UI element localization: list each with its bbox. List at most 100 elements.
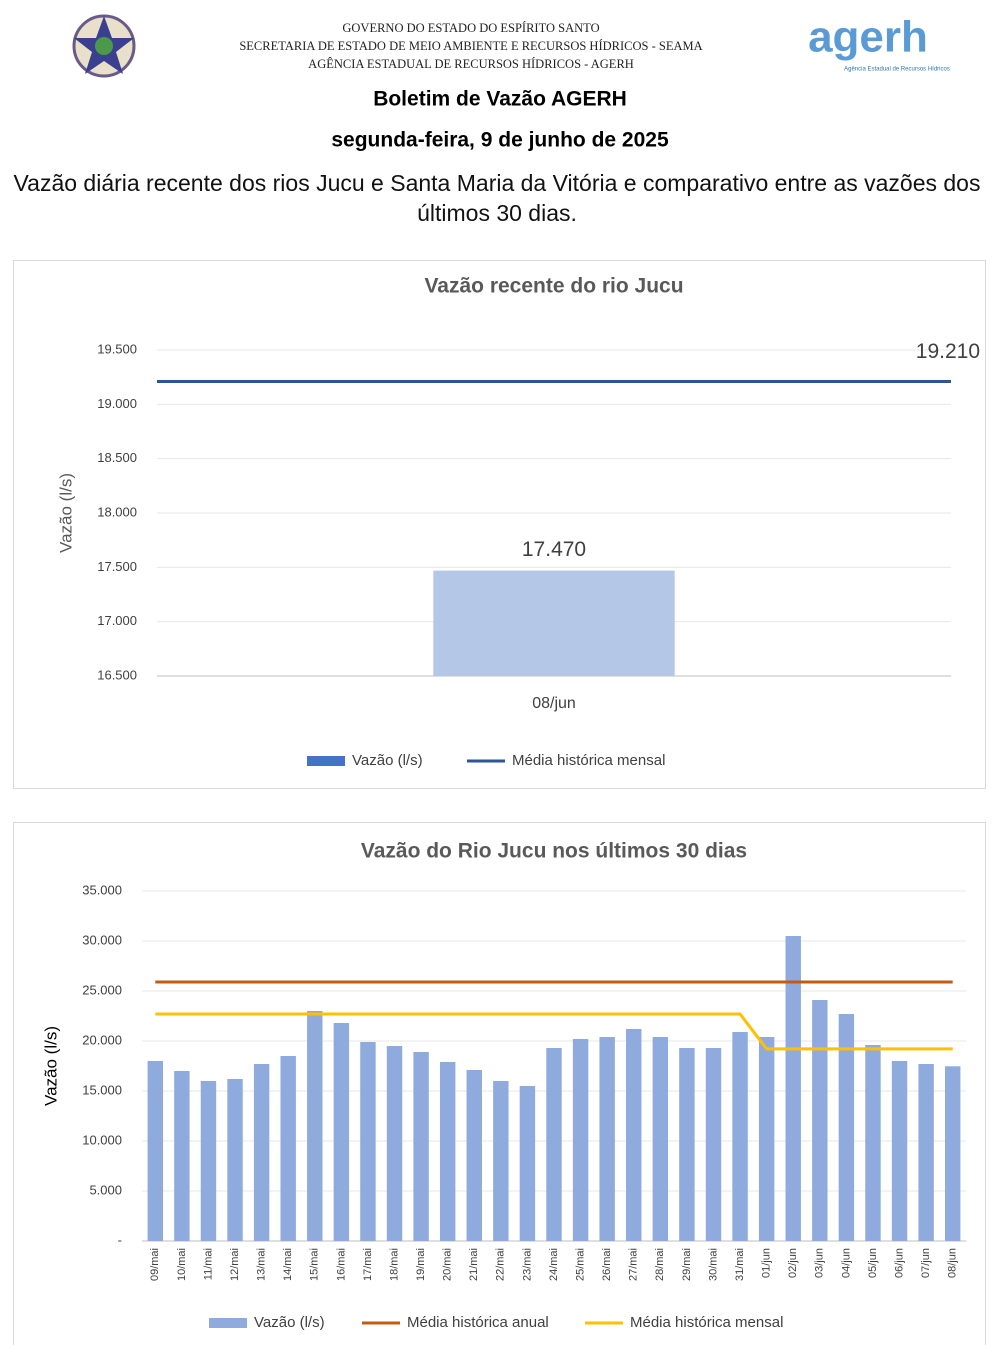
x-tick-label: 05/jun [867,1248,879,1278]
legend-label: Média histórica anual [407,1314,549,1331]
x-tick-label: 13/mai [256,1248,268,1281]
bar [360,1042,376,1241]
bar [838,1014,855,1241]
description: Vazão diária recente dos rios Jucu e San… [13,170,981,226]
bar [200,1081,217,1241]
line [155,1012,953,1051]
bar [386,1046,403,1241]
y-tick-label: 17.000 [97,613,137,628]
legend-label: Vazão (l/s) [352,752,423,769]
y-tick-label: 20.000 [82,1032,122,1047]
x-tick-label: 27/mai [628,1248,640,1281]
bar [785,936,801,1241]
y-tick-label: 15.000 [82,1082,122,1097]
bar [466,1070,482,1241]
x-tick-label: 21/mai [468,1248,480,1281]
x-tick-label: 12/mai [229,1248,241,1281]
x-tick-label: 31/mai [734,1248,746,1281]
x-tick-label: 04/jun [840,1248,852,1278]
y-tick-label: 19.000 [97,396,137,411]
y-tick-label: 5.000 [89,1182,122,1197]
gov-line: SECRETARIA DE ESTADO DE MEIO AMBIENTE E … [239,39,702,53]
x-tick-label: 18/mai [388,1248,400,1281]
legend-label: Média histórica mensal [630,1314,783,1331]
x-tick-label: 01/jun [761,1248,773,1278]
logo-text: agerh [808,13,928,62]
y-axis-title: Vazão (l/s) [41,1026,60,1106]
x-tick-label: 11/mai [202,1248,214,1280]
bar [280,1056,296,1241]
value-label: 17.470 [522,538,586,561]
chart-title: Vazão recente do rio Jucu [424,275,683,298]
x-tick-label: 09/mai [149,1248,161,1281]
x-tick-label: 14/mai [282,1248,294,1281]
y-tick-label: 16.500 [97,667,137,682]
bar [227,1079,243,1241]
x-tick-label: 07/jun [920,1248,932,1278]
bulletin-title: Boletim de Vazão AGERH [373,88,627,111]
bar [732,1032,748,1241]
bar [433,570,675,676]
x-tick-label: 02/jun [787,1248,799,1278]
logo-subtext: Agência Estadual de Recursos Hídricos [844,67,950,73]
x-tick-label: 03/jun [814,1248,826,1278]
state-emblem [72,14,136,78]
value-label: 19.210 [916,340,980,363]
bar [147,1061,163,1241]
y-axis-title: Vazão (l/s) [56,473,75,553]
bar [918,1064,934,1241]
y-tick-label: - [118,1232,122,1247]
x-tick-label: 15/mai [309,1248,321,1281]
x-tick-label: 16/mai [335,1248,347,1281]
x-tick-label: 26/mai [601,1248,613,1281]
legend-label: Vazão (l/s) [254,1314,325,1331]
legend-label: Média histórica mensal [512,752,665,769]
bulletin-date: segunda-feira, 9 de junho de 2025 [331,129,669,152]
x-tick-label: 17/mai [362,1248,374,1281]
y-tick-label: 18.000 [97,504,137,519]
bar [758,1037,775,1241]
bar [626,1029,642,1241]
legend-swatch [307,756,345,766]
x-tick-label: 28/mai [654,1248,666,1281]
bar [333,1023,350,1241]
y-tick-label: 10.000 [82,1132,122,1147]
y-tick-label: 17.500 [97,559,137,574]
x-tick-label: 30/mai [707,1248,719,1281]
gov-line: AGÊNCIA ESTADUAL DE RECURSOS HÍDRICOS - … [308,57,634,71]
bar [174,1071,190,1241]
bar [705,1048,722,1241]
y-tick-label: 30.000 [82,932,122,947]
x-tick-label: 08/jun [947,1248,959,1278]
x-tick-label: 06/jun [893,1248,905,1278]
bar [439,1062,456,1241]
gov-line: GOVERNO DO ESTADO DO ESPÍRITO SANTO [342,21,599,35]
x-tick-label: 20/mai [442,1248,454,1281]
legend-swatch [209,1318,247,1328]
bar [546,1048,562,1241]
bar [253,1064,270,1241]
bar [652,1037,669,1241]
chart-title: Vazão do Rio Jucu nos últimos 30 dias [361,840,747,863]
bar [812,1000,828,1241]
chart-frame [13,260,986,789]
x-tick-label: 10/mai [176,1248,188,1281]
bar [307,1011,323,1241]
y-tick-label: 25.000 [82,982,122,997]
x-tick-label: 19/mai [415,1248,427,1281]
y-tick-label: 18.500 [97,450,137,465]
bar [865,1045,881,1241]
bar [519,1086,536,1241]
y-tick-label: 19.500 [97,341,137,356]
y-tick-label: 35.000 [82,882,122,897]
x-tick-label: 22/mai [495,1248,507,1281]
bar [599,1037,615,1241]
bar [413,1052,429,1241]
x-tick-label: 08/jun [532,695,576,712]
bar [493,1081,509,1241]
bar [679,1048,695,1241]
x-tick-label: 29/mai [681,1248,693,1281]
x-tick-label: 24/mai [548,1248,560,1281]
